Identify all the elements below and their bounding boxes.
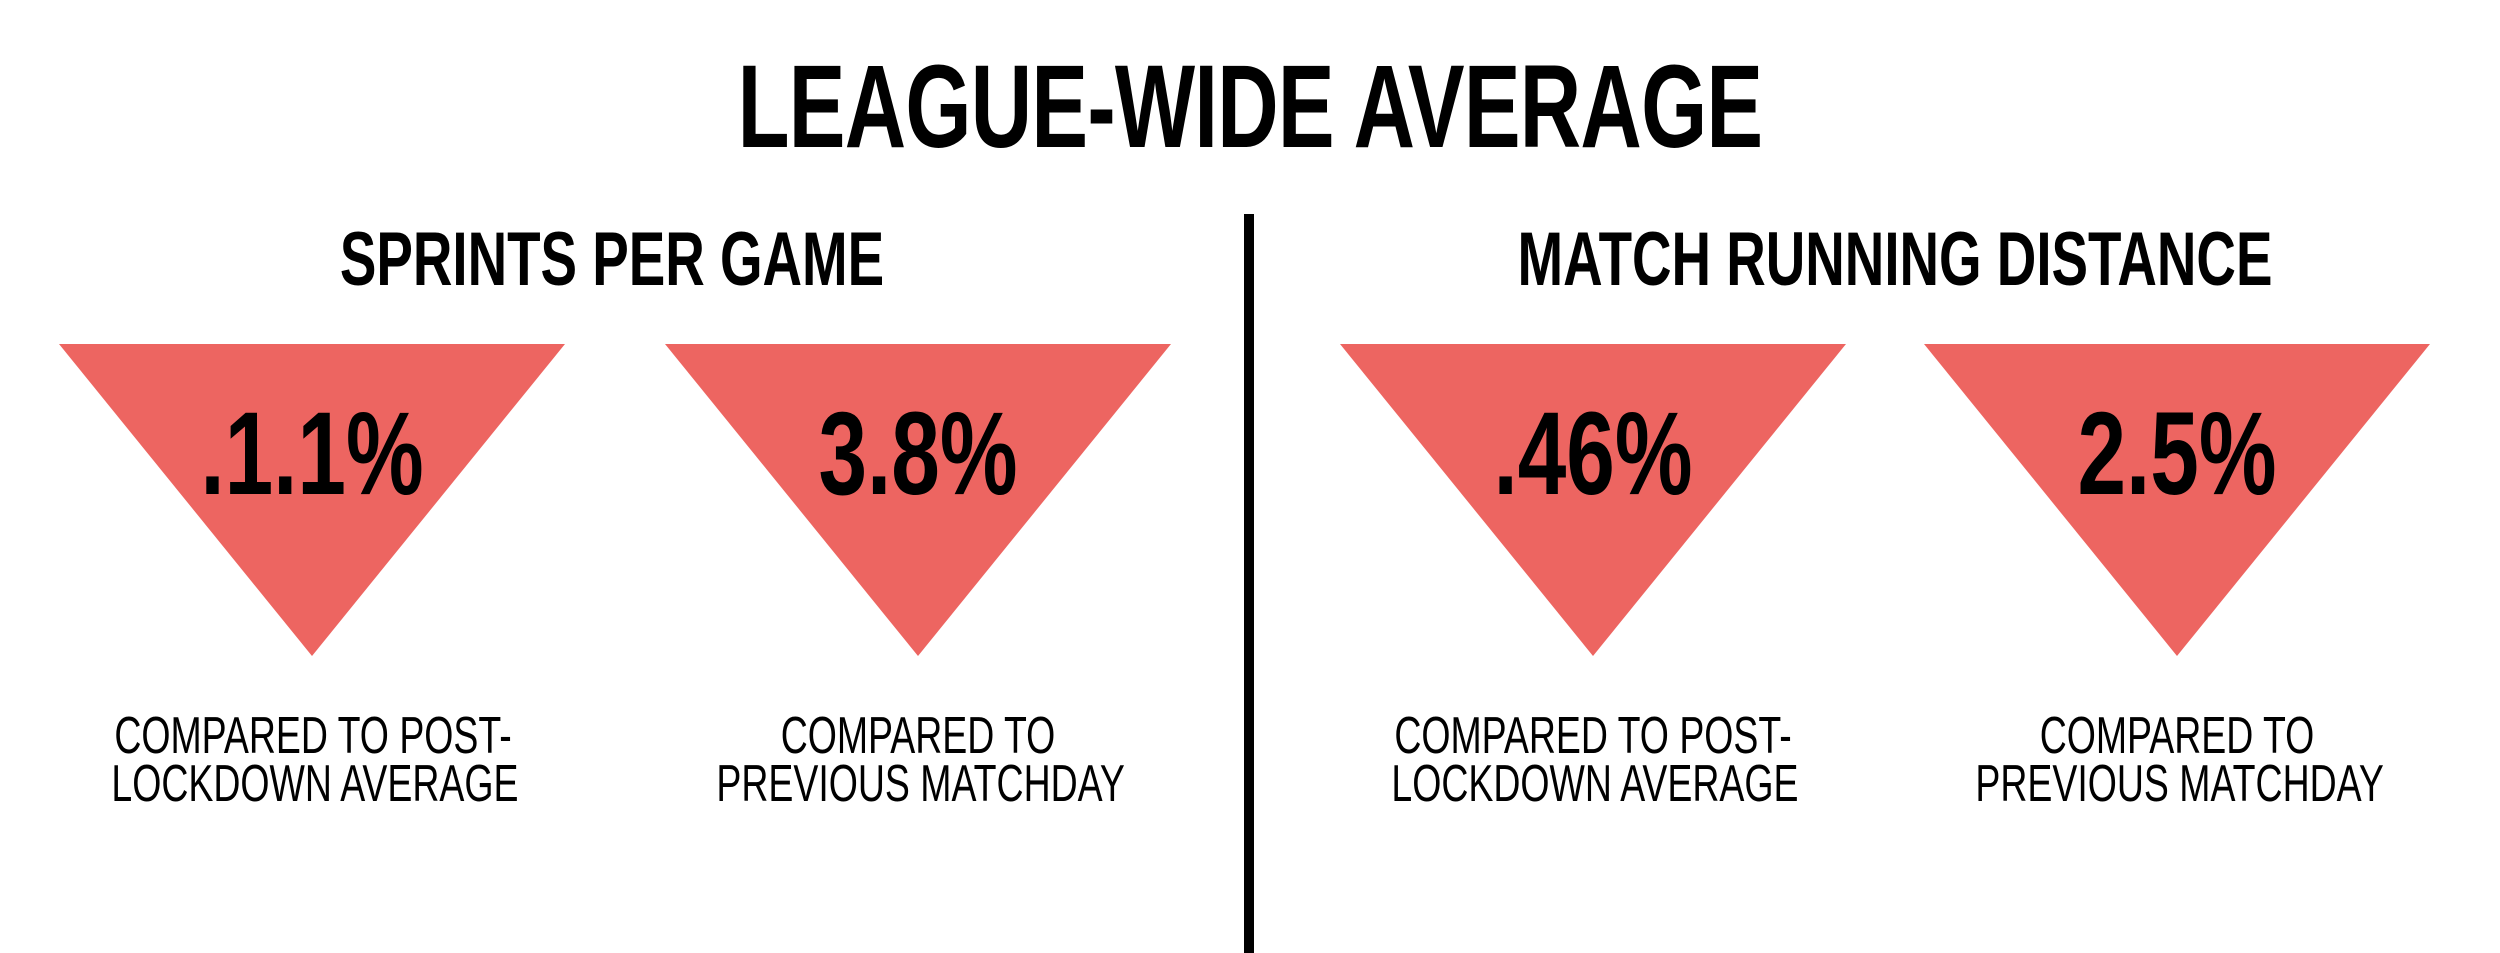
caption-line: LOCKDOWN AVERAGE (111, 755, 519, 813)
caption-line: COMPARED TO POST- (114, 707, 512, 765)
stat-value-sprints-post-lockdown: .1.1% (200, 388, 424, 520)
section-title-sprints: SPRINTS PER GAME (339, 217, 885, 302)
caption-line: COMPARED TO POST- (1394, 707, 1792, 765)
caption-line: PREVIOUS MATCHDAY (716, 755, 1125, 813)
stat-value-sprints-previous-matchday: 3.8% (818, 388, 1018, 520)
section-divider (1244, 214, 1254, 953)
stat-caption-sprints-previous-matchday: COMPARED TO PREVIOUS MATCHDAY (716, 707, 1125, 813)
stat-caption-distance-previous-matchday: COMPARED TO PREVIOUS MATCHDAY (1975, 707, 2384, 813)
caption-line: COMPARED TO (780, 707, 1056, 765)
caption-line: COMPARED TO (2039, 707, 2315, 765)
caption-line: LOCKDOWN AVERAGE (1391, 755, 1799, 813)
stat-caption-sprints-post-lockdown: COMPARED TO POST- LOCKDOWN AVERAGE (111, 707, 519, 813)
stat-value-distance-previous-matchday: 2.5% (2077, 388, 2277, 520)
stat-value-distance-post-lockdown: .46% (1493, 388, 1693, 520)
stat-caption-distance-post-lockdown: COMPARED TO POST- LOCKDOWN AVERAGE (1391, 707, 1799, 813)
section-title-running-distance: MATCH RUNNING DISTANCE (1517, 217, 2273, 302)
page-title: LEAGUE-WIDE AVERAGE (737, 41, 1763, 173)
caption-line: PREVIOUS MATCHDAY (1975, 755, 2384, 813)
